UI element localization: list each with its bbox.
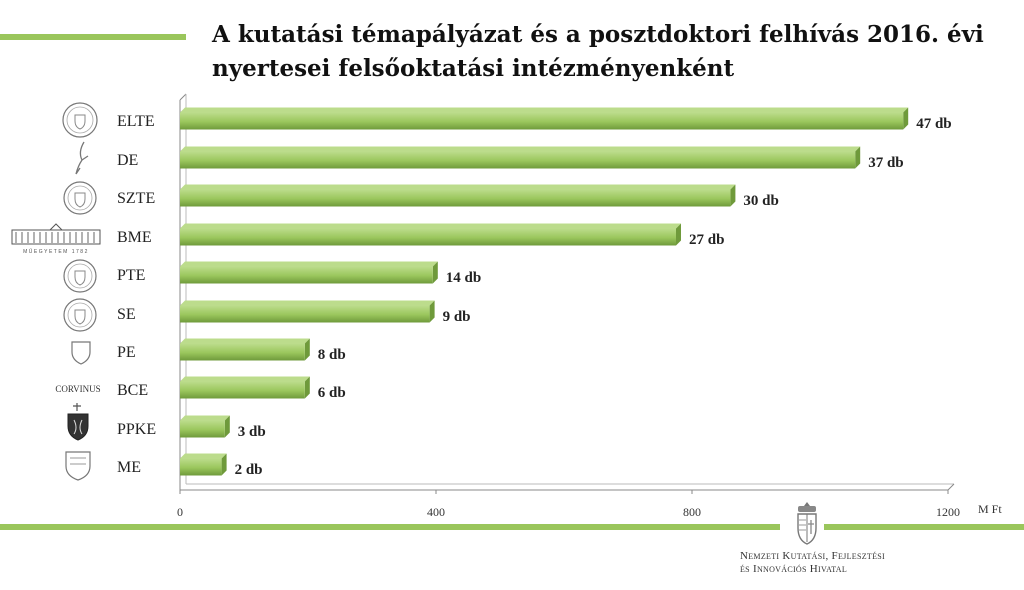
title-line-2: nyertesei felsőoktatási intézményenként [212, 55, 735, 82]
top-accent-line [0, 34, 186, 40]
bar-top-face [180, 146, 861, 152]
bme-logo-text: MŰEGYETEM 1782 [23, 248, 89, 255]
bar-end-face [432, 261, 438, 284]
category-label: SZTE [117, 190, 155, 207]
x-tick-label: 1200 [936, 505, 960, 519]
bottom-accent-line-left [0, 524, 780, 530]
bar [180, 151, 856, 169]
bar-end-face [429, 300, 435, 323]
data-label: 27 db [689, 232, 724, 248]
bar-end-face [304, 376, 310, 399]
data-label: 3 db [238, 424, 266, 440]
category-label: PE [117, 344, 136, 361]
se-seal-icon [63, 298, 97, 332]
x-tick-label: 400 [427, 505, 445, 519]
category-label: ELTE [117, 113, 155, 130]
bar-top-face [180, 453, 227, 459]
x-tick-label: 800 [683, 505, 701, 519]
data-label: 30 db [743, 193, 778, 209]
szte-seal-icon [63, 181, 97, 215]
data-label: 6 db [318, 385, 346, 401]
data-label: 14 db [446, 270, 481, 286]
x-tick-labels: 0 400 800 1200 [177, 505, 960, 519]
ppke-shield-icon [67, 403, 89, 441]
data-labels: 47 db 37 db 30 db 27 db 14 db 9 db 8 db 6 db 3 d… [235, 116, 952, 478]
title-line-1: A kutatási témapályázat és a posztdoktor… [212, 21, 984, 48]
agency-name: Nemzeti Kutatási, Fejlesztési és Innovác… [740, 550, 885, 576]
x-unit-label: M Ft [978, 502, 1002, 516]
bar [180, 381, 305, 399]
page-title: A kutatási témapályázat és a posztdoktor… [212, 18, 1002, 86]
bar-top-face [180, 261, 438, 267]
bar-end-face [221, 453, 227, 476]
bme-building-icon: MŰEGYETEM 1782 [11, 223, 101, 255]
bar-end-face [855, 146, 861, 169]
category-label: DE [117, 152, 138, 169]
data-label: 9 db [443, 309, 471, 325]
category-label: ME [117, 459, 141, 476]
bar-end-face [224, 415, 230, 438]
bar-top-face [180, 300, 435, 306]
data-label: 2 db [235, 462, 263, 478]
bar [180, 305, 430, 323]
category-label: BCE [117, 382, 148, 399]
data-label: 37 db [868, 155, 903, 171]
bar [180, 266, 433, 284]
bar [180, 112, 904, 130]
bar [180, 228, 676, 246]
bar-end-face [730, 184, 736, 207]
bar-top-face [180, 223, 681, 229]
category-label: PPKE [117, 421, 156, 438]
bar [180, 420, 225, 438]
agency-name-line-1: Nemzeti Kutatási, Fejlesztési [740, 550, 885, 562]
pte-seal-icon [63, 259, 97, 293]
pe-shield-icon [71, 341, 91, 365]
bar-top-face [180, 415, 230, 421]
university-logos: MŰEGYETEM 1782 CORVINUS [11, 102, 101, 481]
data-label: 8 db [318, 347, 346, 363]
bottom-accent-line-right [824, 524, 1024, 530]
category-label: SE [117, 306, 136, 323]
bar-end-face [903, 107, 909, 130]
bar [180, 458, 222, 476]
bar [180, 343, 305, 361]
bar [180, 189, 731, 207]
bar-end-face [676, 223, 681, 246]
agency-name-line-2: és Innovációs Hivatal [740, 563, 848, 575]
bce-logo-text: CORVINUS [55, 384, 100, 394]
x-tick-label: 0 [177, 505, 183, 519]
bar-top-face [180, 376, 310, 382]
chart-bars [180, 107, 909, 476]
bar-top-face [180, 107, 909, 113]
bar-top-face [180, 184, 736, 190]
axis-depth-right [947, 483, 955, 491]
elte-seal-icon [62, 102, 98, 138]
category-label: BME [117, 229, 152, 246]
hungarian-crest-icon [797, 502, 817, 545]
me-emblem-icon [65, 451, 91, 481]
data-label: 47 db [916, 116, 951, 132]
axis-depth-top [179, 93, 187, 101]
category-labels: ELTE DE SZTE BME PTE SE PE BCE PPKE ME [117, 113, 156, 476]
bar-top-face [180, 338, 310, 344]
category-label: PTE [117, 267, 145, 284]
bar-end-face [304, 338, 310, 361]
de-logo-icon [75, 141, 89, 175]
